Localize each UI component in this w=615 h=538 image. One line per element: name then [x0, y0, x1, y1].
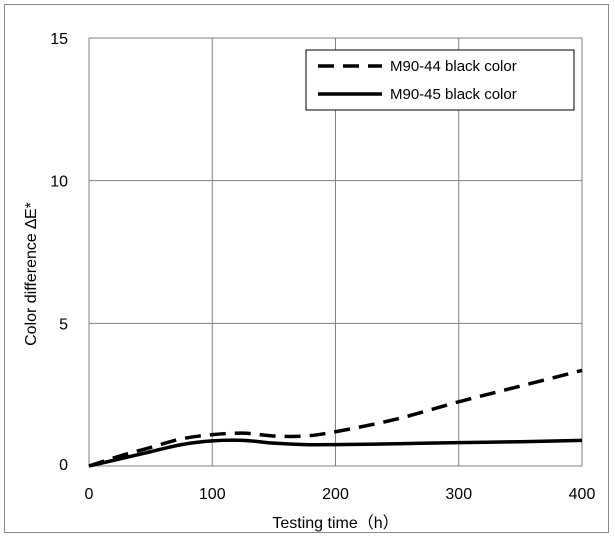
data-point — [87, 464, 91, 468]
y-tick-label: 0 — [59, 457, 68, 474]
x-axis-label: Testing time（h） — [272, 514, 398, 532]
series-layer — [87, 368, 584, 468]
data-point — [518, 384, 522, 388]
data-point — [457, 400, 461, 404]
data-point — [241, 438, 245, 442]
data-point — [303, 434, 307, 438]
data-point — [580, 368, 584, 372]
data-point — [149, 445, 153, 449]
legend-box — [305, 49, 575, 111]
y-tick-label: 15 — [50, 31, 68, 48]
x-tick-label: 400 — [569, 486, 596, 503]
x-tick-label: 100 — [199, 486, 226, 503]
data-point — [457, 441, 461, 445]
data-point — [303, 443, 307, 447]
data-point — [179, 443, 183, 447]
y-tick-label: 5 — [59, 316, 68, 333]
data-point — [395, 442, 399, 446]
legend-label-m90-45: M90-45 black color — [390, 86, 517, 103]
series-line-m90-45 — [88, 438, 583, 468]
data-point — [118, 457, 122, 461]
data-point — [241, 431, 245, 435]
data-point — [149, 450, 153, 454]
data-point — [334, 443, 338, 447]
data-point — [272, 441, 276, 445]
data-point — [518, 440, 522, 444]
y-axis-label: Color difference ∆E* — [23, 202, 40, 346]
data-point — [179, 437, 183, 441]
plot-area-border — [88, 37, 583, 467]
data-point — [395, 417, 399, 421]
data-point — [334, 430, 338, 434]
legend: M90-44 black color M90-45 black color — [305, 49, 575, 111]
tick-labels: 0 100 200 300 400 0 5 10 15 — [50, 31, 595, 503]
x-tick-label: 0 — [85, 486, 94, 503]
data-point — [210, 439, 214, 443]
x-tick-label: 300 — [445, 486, 472, 503]
data-point — [272, 434, 276, 438]
legend-label-m90-44: M90-44 black color — [390, 58, 517, 75]
y-tick-label: 10 — [50, 174, 68, 191]
data-point — [580, 438, 584, 442]
x-tick-label: 200 — [322, 486, 349, 503]
data-point — [210, 433, 214, 437]
series-line-m90-44 — [88, 368, 583, 468]
